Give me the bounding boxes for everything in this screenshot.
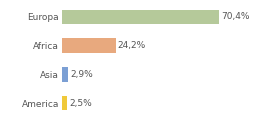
Text: 2,5%: 2,5% <box>69 99 92 108</box>
Text: 24,2%: 24,2% <box>118 41 146 50</box>
Bar <box>62 67 68 81</box>
Text: 70,4%: 70,4% <box>221 12 249 21</box>
Text: 2,9%: 2,9% <box>70 70 93 79</box>
Bar <box>62 10 219 24</box>
Bar <box>62 96 67 110</box>
Bar <box>62 39 116 53</box>
